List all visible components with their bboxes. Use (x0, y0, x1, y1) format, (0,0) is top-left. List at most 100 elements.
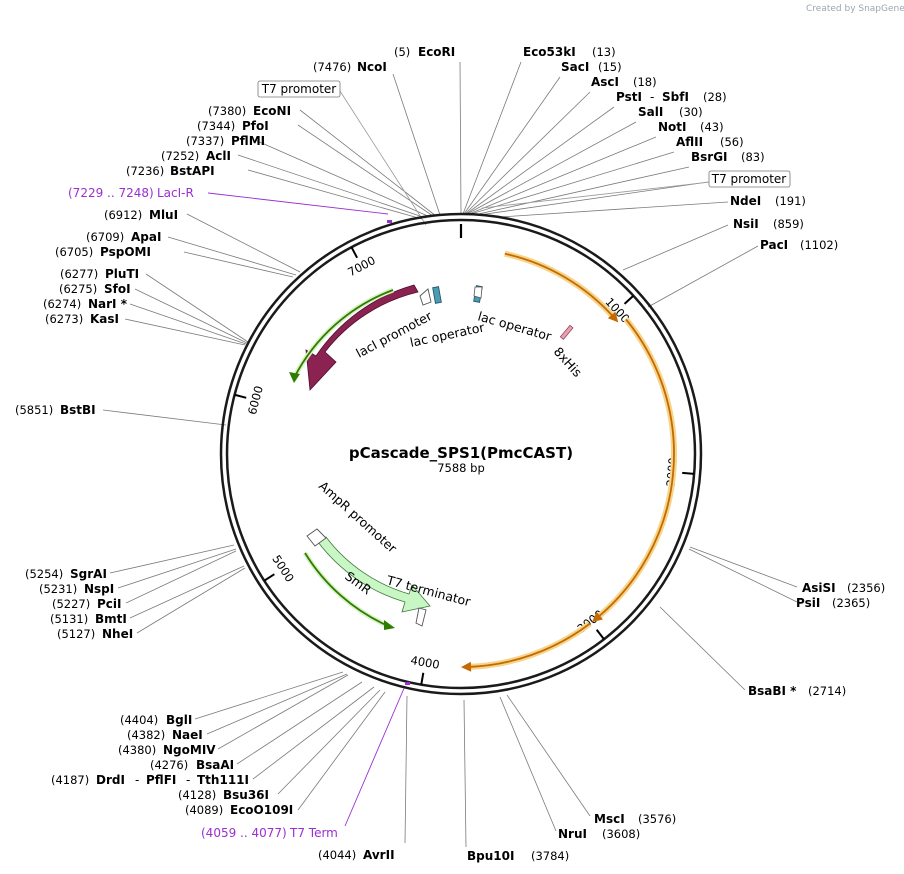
his-tag-feature[interactable] (559, 324, 574, 340)
site-sfoi[interactable]: (6275) SfoI (59, 282, 131, 296)
sites-left: (5254) SgrAI (5231) NspI (5227) PciI (5131)… (25, 567, 133, 641)
t7-terminator-feature[interactable] (415, 607, 427, 627)
site-psii[interactable]: PsiI (2365) (796, 596, 870, 610)
primer-t7term-mark (405, 682, 410, 685)
lac-operator-label-2: lac operator (476, 308, 554, 344)
site-sali[interactable]: SalI (30) (638, 105, 703, 119)
site-pluti[interactable]: (6277) PluTI (60, 267, 139, 281)
orf-head-3 (460, 661, 472, 672)
orf-arc-1[interactable] (504, 252, 615, 319)
site-msci[interactable]: MscI (3576) (594, 812, 676, 826)
tick-4000 (420, 672, 425, 685)
site-nari[interactable]: (6274) NarI * (43, 297, 128, 311)
tick-1000 (623, 295, 635, 305)
orf-arcs (460, 250, 677, 672)
site-drdi-pflfi-tth111i[interactable]: (4187) DrdI - PflFI - Tth111I (51, 773, 249, 787)
site-bgli[interactable]: (4404) BglI (120, 713, 192, 727)
sites-right: AsiSI (2356) PsiI (2365) BsaBI * (2714) (748, 581, 885, 698)
primer-t7-term[interactable]: (4059 .. 4077) T7 Term (201, 826, 338, 840)
site-nrui[interactable]: NruI (3608) (558, 827, 640, 841)
laci-orf-head (289, 372, 300, 383)
site-nhei[interactable]: (5127) NheI (57, 627, 133, 641)
tick-3000 (595, 629, 605, 640)
tick-2000 (682, 471, 695, 475)
site-pflmi[interactable]: (7337) PflMI (186, 134, 265, 148)
sites-bottom-right: MscI (3576) NruI (3608) Bpu10I (3784) (467, 812, 676, 863)
site-ndei[interactable]: NdeI (191) (730, 194, 806, 208)
site-naei[interactable]: (4382) NaeI (127, 728, 203, 742)
site-aflii[interactable]: AflII (56) (676, 135, 744, 149)
smr-feature[interactable] (317, 536, 431, 613)
smr-orf (304, 552, 389, 627)
tick-label-6000: 6000 (245, 384, 266, 416)
site-bsabi[interactable]: BsaBI * (2714) (748, 684, 846, 698)
laci-feature[interactable] (305, 284, 419, 391)
site-mlui[interactable]: (6912) MluI (104, 208, 178, 222)
site-bstbi[interactable]: (5851) BstBI (15, 403, 96, 417)
site-apai[interactable]: (6709) ApaI (86, 230, 161, 244)
tick-7000 (350, 246, 359, 259)
site-sgrai[interactable]: (5254) SgrAI (25, 567, 107, 581)
orf-head-1 (607, 311, 619, 323)
site-bstapi[interactable]: (7236) BstAPI (126, 164, 215, 178)
primer-laci-r[interactable]: (7229 .. 7248) LacI-R (68, 186, 194, 200)
tick-label-5000: 5000 (269, 552, 297, 584)
site-asci[interactable]: AscI (18) (591, 75, 657, 89)
site-avrii[interactable]: (4044) AvrII (318, 848, 395, 862)
laci-promoter-feature[interactable] (419, 288, 432, 306)
site-kasi[interactable]: (6273) KasI (45, 312, 119, 326)
tick-5000 (263, 573, 275, 582)
backbone-inner (225, 218, 697, 690)
primer-t7term-leader (344, 685, 406, 827)
site-econi[interactable]: (7380) EcoNI (208, 104, 291, 118)
plasmid-name: pCascade_SPS1(PmcCAST) (349, 444, 573, 462)
site-pcii[interactable]: (5227) PciI (52, 597, 122, 611)
t7-promoter-box-left[interactable]: T7 promoter (257, 80, 341, 98)
orf-head-2 (592, 611, 603, 623)
site-eco53ki[interactable]: Eco53kI (13) (523, 45, 616, 59)
t7-promoter-box-right[interactable]: T7 promoter (708, 170, 791, 188)
site-ncoi[interactable]: (7476) NcoI (313, 60, 387, 74)
tick-label-4000: 4000 (409, 653, 440, 672)
tick-6000 (234, 393, 247, 399)
orf-arc-3[interactable] (466, 622, 591, 668)
site-pfoi[interactable]: (7344) PfoI (197, 119, 269, 133)
his-tag-label: 8xHis (551, 344, 585, 380)
smr-orf-head (384, 620, 395, 630)
primer-laci-r-mark (387, 220, 392, 223)
site-pspomi[interactable]: (6705) PspOMI (55, 245, 151, 259)
site-ecori[interactable]: (5) EcoRI (394, 45, 455, 59)
site-asisi[interactable]: AsiSI (2356) (802, 581, 885, 595)
site-ecoo109i[interactable]: (4089) EcoO109I (185, 803, 293, 817)
site-bpu10i[interactable]: Bpu10I (3784) (467, 849, 569, 863)
site-bmti[interactable]: (5131) BmtI (50, 612, 127, 626)
tick-label-7000: 7000 (345, 253, 377, 279)
laci-orf (293, 289, 394, 379)
snapgene-watermark: Created by SnapGene (806, 4, 904, 14)
sites-bottom-left: (4404) BglI (4382) NaeI (4380) NgoMIV (4276… (51, 713, 395, 862)
sites-top-left: (5) EcoRI (7476) NcoI (7380) EcoNI (7344) Pf… (15, 45, 455, 417)
backbone-outer (219, 212, 703, 696)
site-nsii[interactable]: NsiI (859) (733, 217, 804, 231)
site-bsaai[interactable]: (4276) BsaAI (150, 758, 234, 772)
t7-promoter-box-right-label: T7 promoter (711, 172, 787, 186)
t7-promoter-box-left-label: T7 promoter (261, 82, 337, 96)
site-paci[interactable]: PacI (1102) (760, 238, 838, 252)
t7-promoter-arrow[interactable] (473, 286, 483, 299)
site-psti-sbfi[interactable]: PstI - SbfI (28) (616, 90, 727, 104)
orf-arc-2[interactable] (596, 318, 675, 619)
leader-lines (102, 61, 798, 848)
lac-operator-1[interactable] (432, 286, 442, 304)
primer-laci-r-leader (207, 192, 389, 215)
site-saci[interactable]: SacI (15) (561, 60, 622, 74)
site-bsrgi[interactable]: BsrGI (83) (691, 150, 765, 164)
site-nspi[interactable]: (5231) NspI (39, 582, 114, 596)
ampr-promoter-feature[interactable] (306, 528, 327, 547)
site-ngomiv[interactable]: (4380) NgoMIV (118, 743, 216, 757)
site-bsu36i[interactable]: (4128) Bsu36I (178, 788, 269, 802)
site-acli[interactable]: (7252) AclI (161, 149, 231, 163)
smr-label: SmR (342, 568, 374, 597)
site-noti[interactable]: NotI (43) (658, 120, 724, 134)
sites-top-right: Eco53kI (13) SacI (15) AscI (18) PstI - SbfI(… (523, 45, 838, 252)
